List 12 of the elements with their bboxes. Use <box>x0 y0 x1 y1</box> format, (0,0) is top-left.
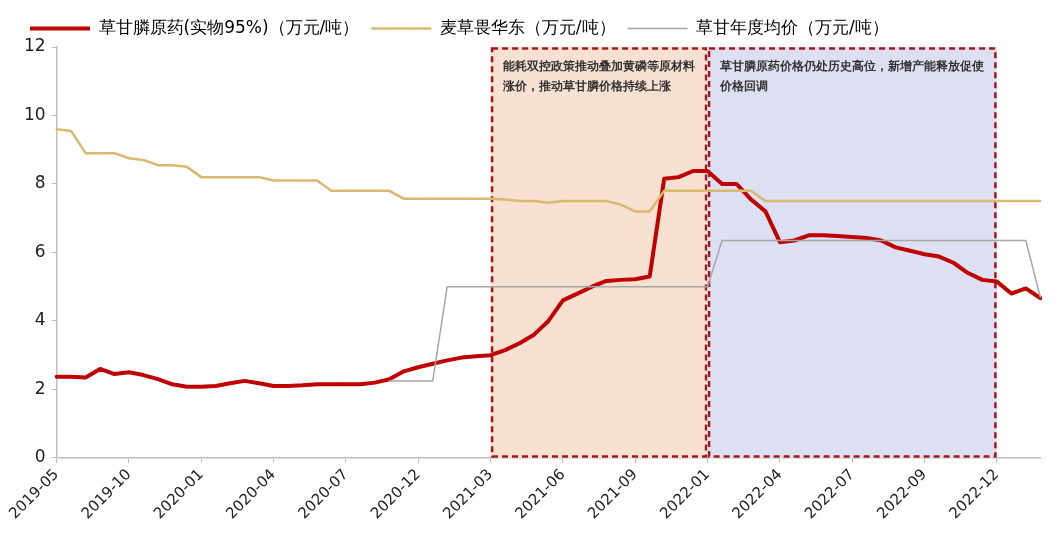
y-tick-label: 10 <box>23 103 46 124</box>
y-tick-label: 6 <box>34 240 46 261</box>
legend-label: 麦草畏华东（万元/吨） <box>439 16 616 37</box>
legend-label: 草甘年度均价（万元/吨） <box>696 16 889 37</box>
band-label: 能耗双控政策推动叠加黄磷等原材料涨价，推动草甘膦价格持续上涨 <box>501 59 695 94</box>
band-label: 草甘膦原药价格仍处历史高位，新增产能释放促使价格回调 <box>718 59 984 94</box>
y-tick-label: 2 <box>34 377 46 398</box>
legend-label: 草甘膦原药(实物95%)（万元/吨） <box>98 16 360 37</box>
y-tick-label: 12 <box>23 35 46 56</box>
y-tick-label: 8 <box>34 172 46 193</box>
y-tick-label: 4 <box>34 309 46 330</box>
y-tick-label: 0 <box>34 446 46 467</box>
